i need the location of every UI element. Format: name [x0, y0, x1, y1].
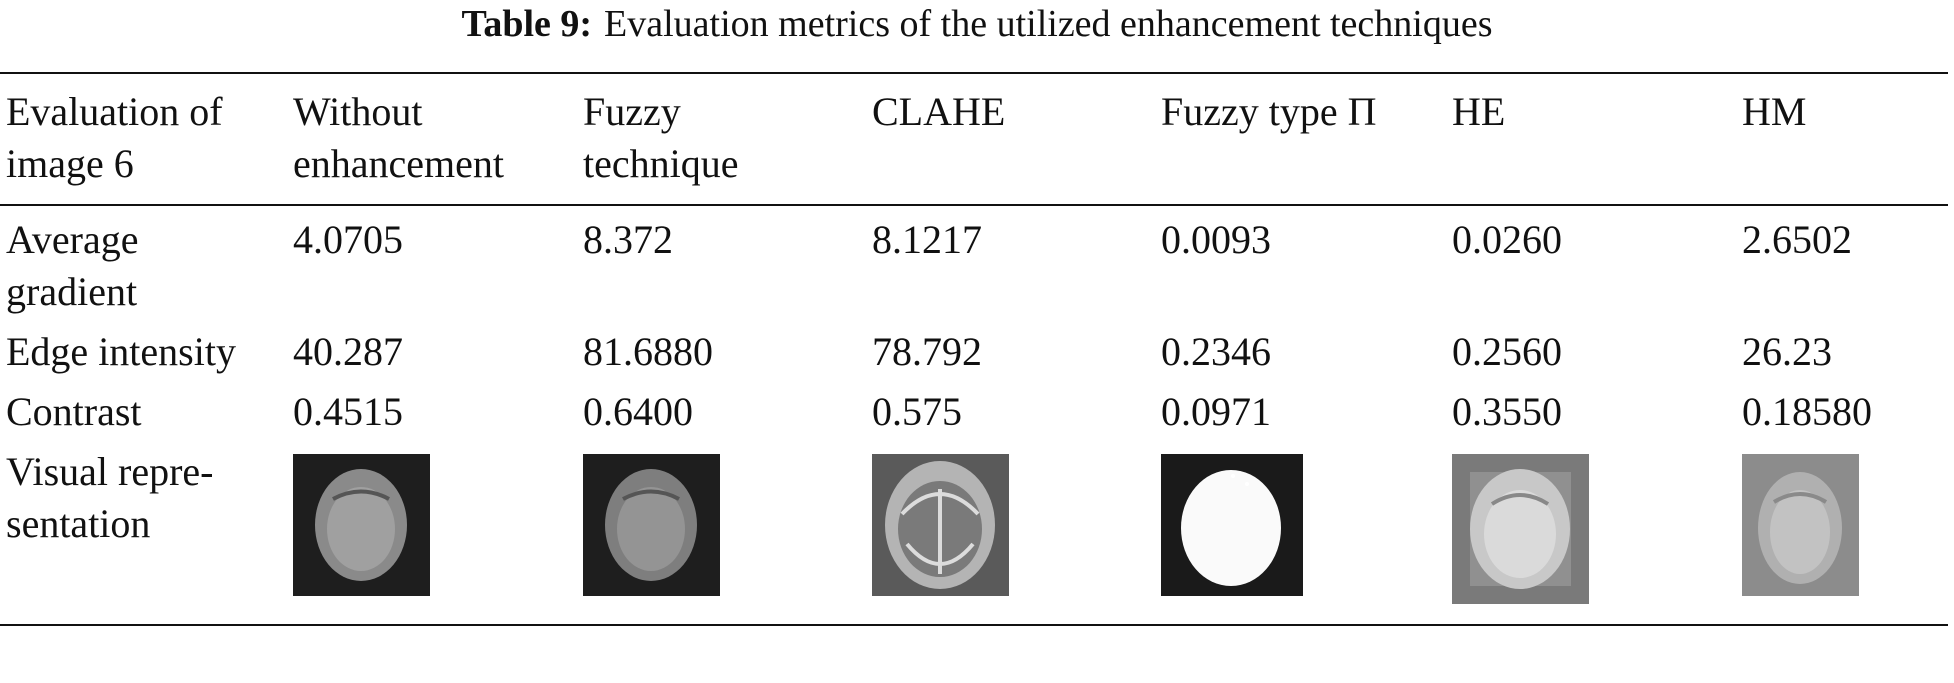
metric-value: 2.6502 — [1742, 217, 1852, 262]
metric-value: 0.2346 — [1161, 329, 1271, 374]
table-cell: 4.0705 — [287, 205, 577, 318]
image-cell — [1736, 438, 1948, 625]
header-text: Without enhancement — [293, 89, 504, 186]
metric-value: 0.4515 — [293, 389, 403, 434]
table-cell: Visual repre-sentation — [0, 438, 287, 625]
header-text: Evaluation of image 6 — [6, 89, 223, 186]
table-caption: Evaluation metrics of the utilized enhan… — [604, 3, 1493, 45]
metric-value: 4.0705 — [293, 217, 403, 262]
header-row: Evaluation of image 6 Without enhancement… — [0, 73, 1948, 205]
metric-value: 0.2560 — [1452, 329, 1562, 374]
row-label: Average gradient — [6, 217, 139, 314]
table-row: Edge intensity 40.287 81.6880 78.792 0.2346 0… — [0, 318, 1948, 378]
header-cell: Evaluation of image 6 — [0, 73, 287, 205]
metric-value: 40.287 — [293, 329, 403, 374]
metric-value: 78.792 — [872, 329, 982, 374]
brain-image — [1742, 454, 1859, 596]
metric-value: 0.6400 — [583, 389, 693, 434]
header-text: Fuzzy type Π — [1161, 89, 1377, 134]
header-text: CLAHE — [872, 89, 1006, 134]
table-cell: 0.0260 — [1446, 205, 1736, 318]
brain-image — [583, 454, 720, 596]
table-cell: Average gradient — [0, 205, 287, 318]
metric-value: 0.0971 — [1161, 389, 1271, 434]
table-cell: 26.23 — [1736, 318, 1948, 378]
header-text: HM — [1742, 89, 1807, 134]
table-cell: 0.0971 — [1155, 378, 1446, 438]
table-cell: 0.575 — [866, 378, 1155, 438]
header-cell: HM — [1736, 73, 1948, 205]
table-title: Table 9: Evaluation metrics of the utiliz… — [0, 0, 1954, 62]
row-label: Visual repre-sentation — [6, 449, 214, 546]
table-cell: 40.287 — [287, 318, 577, 378]
metric-value: 0.0093 — [1161, 217, 1271, 262]
metric-value: 0.18580 — [1742, 389, 1872, 434]
brain-image — [293, 454, 430, 596]
image-cell — [1155, 438, 1446, 625]
table-row: Average gradient 4.0705 8.372 8.1217 0.0093 0… — [0, 205, 1948, 318]
image-cell — [577, 438, 866, 625]
table-label: Table 9: — [461, 3, 593, 45]
header-cell: Without enhancement — [287, 73, 577, 205]
metric-value: 81.6880 — [583, 329, 713, 374]
metric-value: 8.1217 — [872, 217, 982, 262]
table-header: Evaluation of image 6 Without enhancement… — [0, 73, 1948, 205]
row-label: Contrast — [6, 389, 142, 434]
table-cell: 78.792 — [866, 318, 1155, 378]
brain-image — [1452, 454, 1589, 604]
header-cell: HE — [1446, 73, 1736, 205]
table-cell: 81.6880 — [577, 318, 866, 378]
table-cell: 0.3550 — [1446, 378, 1736, 438]
table-body: Average gradient 4.0705 8.372 8.1217 0.0093 0… — [0, 205, 1948, 625]
table-cell: 0.0093 — [1155, 205, 1446, 318]
table-cell: 0.4515 — [287, 378, 577, 438]
table-cell: 0.2560 — [1446, 318, 1736, 378]
header-cell: Fuzzy technique — [577, 73, 866, 205]
row-label: Edge intensity — [6, 329, 236, 374]
metric-value: 0.575 — [872, 389, 962, 434]
brain-image — [872, 454, 1009, 596]
image-cell — [1446, 438, 1736, 625]
header-text: HE — [1452, 89, 1506, 134]
brain-image — [1161, 454, 1303, 596]
table-cell: 2.6502 — [1736, 205, 1948, 318]
header-text: Fuzzy technique — [583, 89, 739, 186]
table-row: Contrast 0.4515 0.6400 0.575 0.0971 0.3550 0.1… — [0, 378, 1948, 438]
image-cell — [287, 438, 577, 625]
metric-value: 8.372 — [583, 217, 673, 262]
table-row: Visual repre-sentation — [0, 438, 1948, 625]
table-cell: 0.18580 — [1736, 378, 1948, 438]
table-cell: Edge intensity — [0, 318, 287, 378]
table-cell: 0.6400 — [577, 378, 866, 438]
header-cell: Fuzzy type Π — [1155, 73, 1446, 205]
metric-value: 26.23 — [1742, 329, 1832, 374]
metrics-table: Evaluation of image 6 Without enhancement… — [0, 72, 1948, 626]
metric-value: 0.3550 — [1452, 389, 1562, 434]
metric-value: 0.0260 — [1452, 217, 1562, 262]
table-cell: 8.1217 — [866, 205, 1155, 318]
table-cell: Contrast — [0, 378, 287, 438]
table-cell: 8.372 — [577, 205, 866, 318]
table-cell: 0.2346 — [1155, 318, 1446, 378]
header-cell: CLAHE — [866, 73, 1155, 205]
image-cell — [866, 438, 1155, 625]
